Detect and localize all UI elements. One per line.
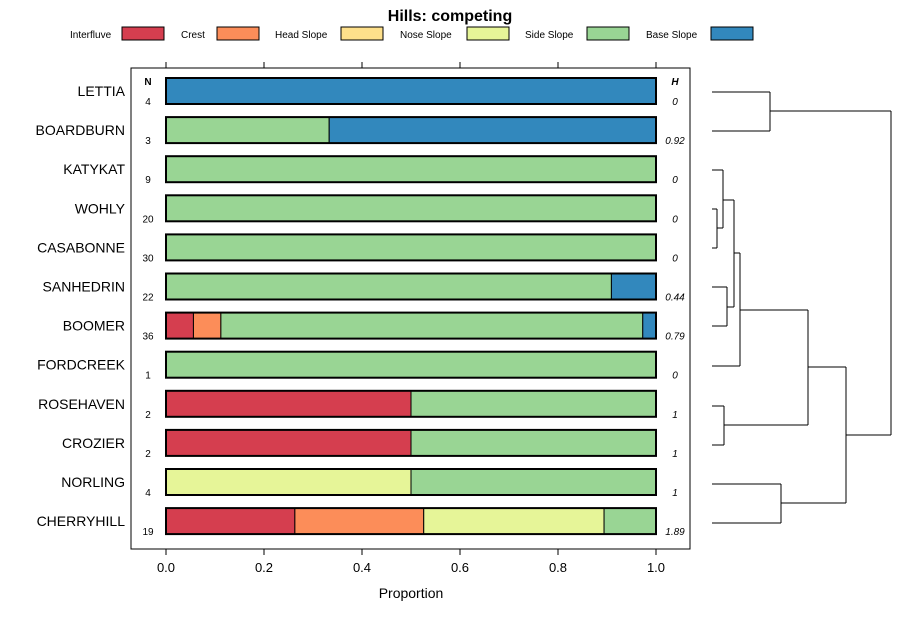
row-label: LETTIA [78,83,126,99]
bar-segment [603,507,657,535]
bar-outline [165,428,657,457]
x-axis: 0.0 0.2 0.4 0.6 0.8 1.0 [157,62,665,575]
legend-swatch [340,26,384,41]
row-label: CROZIER [62,435,125,451]
legend-label: Side Slope [525,30,574,41]
row-n: 2 [145,410,151,421]
row-label: ROSEHAVEN [38,396,125,412]
chart-title: Hills: competing [388,8,512,25]
row-n: 20 [142,214,154,225]
legend-label: Head Slope [275,30,328,41]
bar-segment [165,312,194,340]
bar-outline [165,311,657,340]
row-h: 0.92 [665,136,685,147]
legend-swatch [586,26,630,41]
bar-segment [192,312,222,340]
legend-label: Interfluve [70,30,112,41]
bar-outline [165,116,657,145]
plot-frame [130,67,691,550]
row-n: 30 [142,253,154,264]
legend-label: Crest [181,30,205,41]
row-n: 4 [145,488,151,499]
row-label: KATYKAT [63,161,125,177]
legend-swatch [466,26,510,41]
x-tick-label: 0.8 [549,560,567,575]
row-label: FORDCREEK [37,357,126,373]
legend-label: Nose Slope [400,30,452,41]
bar-outline [165,194,657,223]
bar-segment [328,116,657,144]
x-axis-label: Proportion [379,585,444,601]
x-tick-label: 0.6 [451,560,469,575]
bar-segment [165,468,412,496]
bar-outline [165,233,657,262]
bar-segment [410,429,657,457]
bar-segment [410,468,657,496]
legend-swatch [121,26,165,41]
bar-segment [165,429,412,457]
bar-segment [423,507,605,535]
bar-segment [165,116,330,144]
row-h: 0.79 [665,332,685,343]
row-n: 4 [145,97,151,108]
row-h: 0 [672,175,678,186]
x-tick-label: 0.4 [353,560,371,575]
bar-segment [165,390,412,418]
row-h: 1.89 [665,527,685,538]
row-h: 0 [672,214,678,225]
row-n: 1 [145,371,151,382]
bar-outline [165,77,657,105]
legend-swatch [216,26,260,41]
x-tick-label: 0.2 [255,560,273,575]
dendrogram [712,91,892,524]
row-label: CHERRYHILL [37,513,126,529]
row-h: 1 [672,410,678,421]
row-label: CASABONNE [37,239,125,255]
row-n: 22 [142,293,154,304]
x-tick-label: 1.0 [647,560,665,575]
bar-outline [165,389,657,418]
bar-segment [165,273,612,300]
h-header: H [671,77,679,88]
bar-segment [165,507,296,535]
row-n: 36 [142,332,154,343]
bar-segment [610,273,657,300]
row-h: 0 [672,97,678,108]
n-header: N [144,77,151,88]
bar-outline [165,155,657,184]
row-label: BOOMER [63,318,125,334]
bar-outline [165,350,657,379]
legend-swatch [710,26,754,41]
row-label: WOHLY [75,200,126,216]
row-label: NORLING [61,474,125,490]
bar-segment [642,312,657,340]
row-n: 19 [142,527,154,538]
bar-outline [165,507,657,536]
bar-segment [165,233,657,261]
legend: Interfluve Crest Head Slope Nose Slope Side … [70,26,754,41]
x-tick-label: 0.0 [157,560,175,575]
bar-outline [165,468,657,496]
bar-segment [165,77,657,105]
row-h: 0.44 [665,293,685,304]
row-h: 0 [672,253,678,264]
row-n: 2 [145,449,151,460]
bar-segment [165,194,657,222]
bar-segment [410,390,657,418]
row-h: 1 [672,488,678,499]
bar-segment [220,312,644,340]
row-n: 9 [145,175,151,186]
row-h: 1 [672,449,678,460]
row-label: SANHEDRIN [43,279,125,295]
row-n: 3 [145,136,151,147]
legend-label: Base Slope [646,30,698,41]
row-label: BOARDBURN [36,122,125,138]
bar-segment [165,155,657,183]
bar-segment [165,351,657,379]
bar-segment [294,507,425,535]
bar-outline [165,272,657,301]
row-h: 0 [672,371,678,382]
